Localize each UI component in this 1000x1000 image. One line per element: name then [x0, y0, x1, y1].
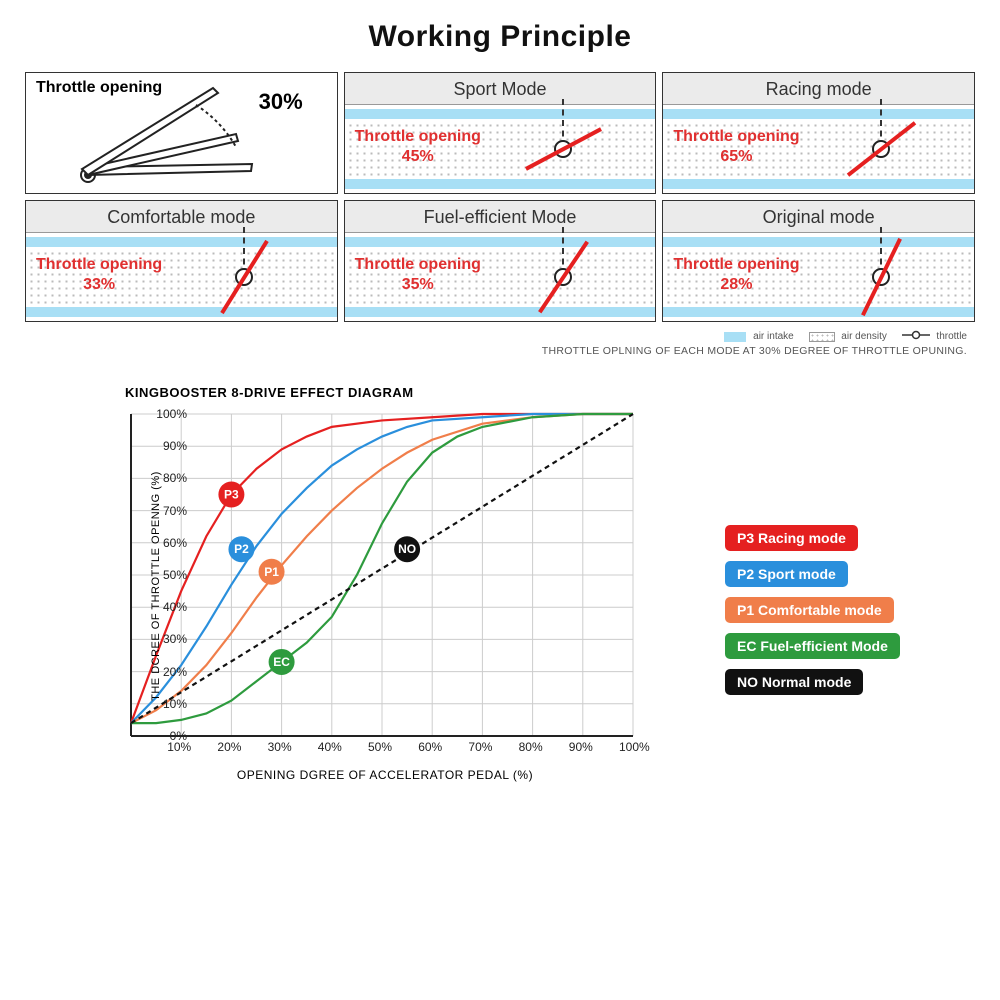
y-tick: 40%: [163, 600, 187, 614]
mode-header: Original mode: [663, 201, 974, 233]
y-tick: 10%: [163, 697, 187, 711]
mode-cell: Original mode Throttle opening28%: [662, 200, 975, 322]
mode-header: Fuel-efficient Mode: [345, 201, 656, 233]
x-tick: 50%: [368, 740, 392, 754]
legend-throttle: throttle: [936, 331, 967, 342]
y-tick: 20%: [163, 665, 187, 679]
throttle-icon: [902, 330, 930, 343]
x-tick: 90%: [569, 740, 593, 754]
mode-cell: Comfortable mode Throttle opening33%: [25, 200, 338, 322]
chart-legend: P3 Racing mode P2 Sport mode P1 Comfortabl…: [725, 525, 900, 782]
y-tick: 80%: [163, 471, 187, 485]
mode-body: Throttle opening45%: [345, 105, 656, 193]
legend-air-intake: air intake: [753, 331, 794, 342]
x-tick: 70%: [468, 740, 492, 754]
throttle-pedal-cell: Throttle opening 30%: [25, 72, 338, 194]
y-tick: 60%: [163, 536, 187, 550]
y-tick: 100%: [156, 407, 187, 421]
mode-cell: Fuel-efficient Mode Throttle opening35%: [344, 200, 657, 322]
throttle-opening-label: Throttle opening28%: [673, 255, 799, 295]
legend-pill: P3 Racing mode: [725, 525, 858, 551]
svg-text:EC: EC: [273, 655, 290, 669]
chart-section: KINGBOOSTER 8-DRIVE EFFECT DIAGRAM THE D…: [25, 385, 975, 782]
x-tick: 20%: [217, 740, 241, 754]
y-tick: 50%: [163, 568, 187, 582]
icon-legend: air intake air density throttle: [25, 330, 975, 343]
y-tick: 0%: [170, 729, 187, 743]
mode-body: Throttle opening65%: [663, 105, 974, 193]
x-axis-label: OPENING DGREE OF ACCELERATOR PEDAL (%): [65, 768, 705, 782]
x-tick: 30%: [268, 740, 292, 754]
y-tick: 30%: [163, 632, 187, 646]
chart-svg: P3 P2 P1 EC NO: [83, 406, 643, 766]
mode-body: Throttle opening33%: [26, 233, 337, 321]
mode-body: Throttle opening35%: [345, 233, 656, 321]
svg-text:P2: P2: [234, 542, 249, 556]
legend-air-density: air density: [841, 331, 887, 342]
x-tick: 40%: [318, 740, 342, 754]
svg-text:NO: NO: [398, 542, 416, 556]
mode-header: Racing mode: [663, 73, 974, 105]
legend-caption: THROTTLE OPLNING OF EACH MODE AT 30% DEG…: [25, 345, 975, 357]
throttle-opening-label: Throttle opening35%: [355, 255, 481, 295]
y-tick: 70%: [163, 504, 187, 518]
legend-pill: NO Normal mode: [725, 669, 863, 695]
mode-cell: Sport Mode Throttle opening45%: [344, 72, 657, 194]
chart-area: THE DCREE OF THROTTLE OPENNG (%) P3 P2 P1 E…: [83, 406, 705, 766]
chart-title: KINGBOOSTER 8-DRIVE EFFECT DIAGRAM: [125, 385, 705, 400]
mode-body: Throttle opening28%: [663, 233, 974, 321]
page-title: Working Principle: [25, 20, 975, 54]
x-tick: 100%: [619, 740, 650, 754]
mode-header: Comfortable mode: [26, 201, 337, 233]
pedal-icon: [26, 73, 326, 193]
throttle-opening-label: Throttle opening33%: [36, 255, 162, 295]
y-axis-label: THE DCREE OF THROTTLE OPENNG (%): [150, 471, 162, 701]
legend-pill: P2 Sport mode: [725, 561, 848, 587]
legend-pill: EC Fuel-efficient Mode: [725, 633, 900, 659]
mode-cell: Racing mode Throttle opening65%: [662, 72, 975, 194]
mode-grid: Throttle opening 30% Sport Mode Throttle …: [25, 72, 975, 322]
x-tick: 80%: [519, 740, 543, 754]
x-tick: 60%: [418, 740, 442, 754]
y-tick: 90%: [163, 439, 187, 453]
mode-header: Sport Mode: [345, 73, 656, 105]
legend-pill: P1 Comfortable mode: [725, 597, 894, 623]
throttle-opening-label: Throttle opening45%: [355, 127, 481, 167]
throttle-opening-label: Throttle opening65%: [673, 127, 799, 167]
svg-text:P3: P3: [224, 488, 239, 502]
svg-text:P1: P1: [264, 565, 279, 579]
